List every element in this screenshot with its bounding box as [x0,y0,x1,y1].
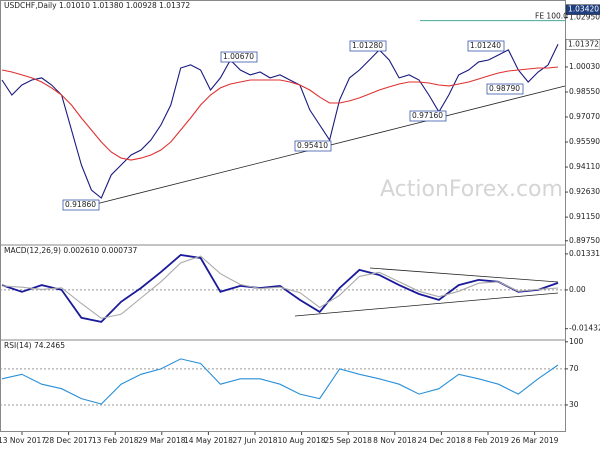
annotation: 0.91860 [65,200,96,209]
y-tick-label: 0.92630 [569,187,600,196]
annotation-box [349,40,387,52]
x-tick-label: 14 May 2018 [184,436,233,445]
y-tick-label: 70 [569,364,579,373]
price-marker [565,4,600,15]
x-tick-label: 13 Nov 2017 [0,436,46,445]
annotation: 1.01280 [352,41,383,50]
x-tick-label: 27 Jun 2018 [232,436,277,445]
y-tick-label: 1.02950 [569,13,600,22]
annotation: 0.98790 [489,84,520,93]
frame [0,0,566,432]
price-marker [565,39,600,50]
annotation-box [62,199,100,211]
series-line [1,254,559,323]
y-tick-label: -0.014323 [569,324,600,333]
y-tick-label: 100 [569,337,584,346]
y-tick-label: 0.89750 [569,236,600,245]
series-line [1,255,559,319]
y-tick-label: 1.00030 [569,62,600,71]
annotation-box [486,83,524,95]
x-tick-label: 28 Dec 2017 [45,436,93,445]
y-tick-label: 0.98550 [569,87,600,96]
y-tick-label: 0.013319 [569,249,600,258]
annotation-box [467,40,505,52]
series-line [1,44,559,199]
chart-title: USDCHF,Daily 1.01010 1.01380 1.00928 1.0… [4,1,190,10]
y-tick-label: 0.97070 [569,112,600,121]
annotation-box [409,110,447,122]
series-line [1,66,559,161]
annotation: 0.95410 [297,141,328,150]
annotation: 1.00670 [223,52,254,61]
x-tick-label: 10 Aug 2018 [278,436,326,445]
x-tick-label: 26 Mar 2019 [511,436,559,445]
x-tick-label: 13 Feb 2018 [92,436,139,445]
x-tick-label: 24 Dec 2018 [417,436,465,445]
annotation-box [294,140,332,152]
x-tick-label: 25 Sep 2018 [324,436,372,445]
annotation: 1.01240 [470,41,501,50]
y-tick-label: 0.91150 [569,212,600,221]
panel-title: RSI(14) 74.2465 [4,341,65,350]
annotation-box [220,51,258,63]
x-tick-label: 29 Mar 2018 [138,436,186,445]
series-line [1,358,559,405]
price-marker-label: 1.01372 [568,39,599,48]
annotation: 0.97160 [412,111,443,120]
y-tick-label: 0.00 [569,285,586,294]
x-tick-label: 8 Nov 2018 [373,436,416,445]
price-marker-label: 1.03420 [568,5,599,14]
y-tick-label: 0.95590 [569,137,600,146]
macd-trendline [369,267,559,283]
y-tick-label: 0.94110 [569,162,600,171]
x-tick-label: 8 Feb 2019 [467,436,509,445]
watermark: ActionForex.com [380,177,563,202]
y-tick-label: 30 [569,400,579,409]
macd-trendline [294,292,559,317]
fe-label: FE 100.0 [535,12,568,21]
panel-title: MACD(12,26,9) 0.002610 0.000737 [4,246,138,255]
